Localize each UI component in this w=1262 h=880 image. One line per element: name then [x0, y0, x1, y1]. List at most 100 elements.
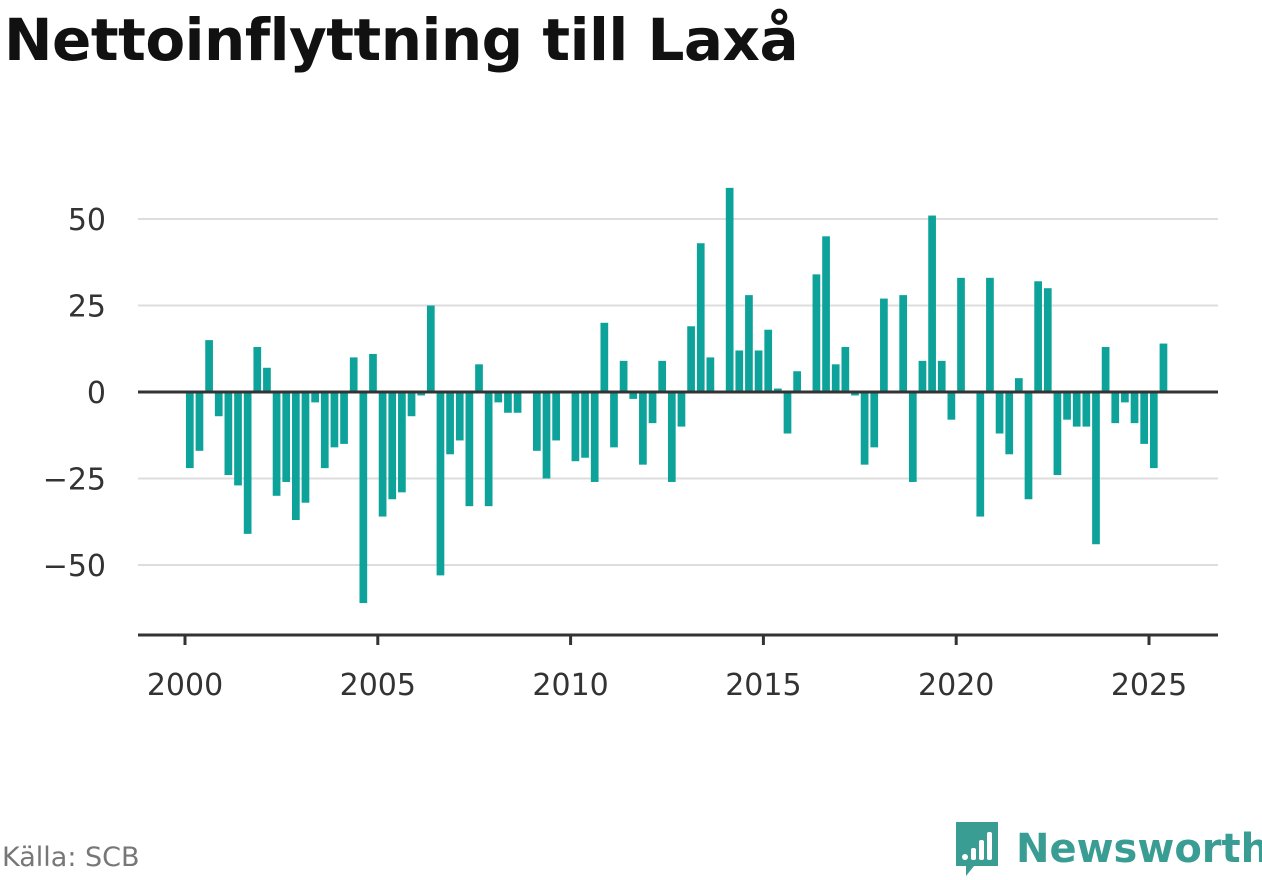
bar: [986, 277, 994, 392]
x-tick-label: 2015: [725, 668, 801, 703]
bar: [504, 392, 512, 413]
bar: [639, 392, 647, 465]
bar: [696, 243, 705, 392]
bar: [1140, 392, 1149, 444]
y-tick-label: 25: [68, 290, 106, 325]
bar: [812, 274, 821, 392]
bar: [1092, 392, 1100, 545]
bar: [263, 367, 271, 392]
bar: [253, 347, 262, 392]
bar: [571, 392, 580, 462]
bar: [311, 392, 319, 403]
bar: [407, 392, 416, 417]
bar: [320, 392, 329, 469]
bar: [735, 350, 744, 392]
bar: [195, 392, 204, 451]
bar: [1072, 392, 1081, 427]
bar: [552, 392, 560, 441]
bar: [831, 364, 840, 392]
bar: [446, 392, 454, 455]
bar: [754, 350, 763, 392]
bar: [214, 392, 223, 417]
bar: [388, 392, 397, 500]
brand-name: Newsworthy: [1016, 826, 1262, 872]
bar: [533, 392, 541, 451]
bar: [282, 392, 291, 482]
x-tick-label: 2000: [147, 668, 223, 703]
bar: [1063, 392, 1071, 420]
bar: [1111, 392, 1120, 424]
bar: [822, 236, 830, 392]
bar: [976, 392, 985, 517]
bar: [272, 392, 281, 496]
bar: [234, 392, 242, 486]
bar: [687, 326, 695, 392]
y-tick-label: 0: [87, 376, 106, 411]
bar: [706, 357, 715, 392]
bar: [398, 392, 406, 493]
bar: [1130, 392, 1139, 424]
bar: [1082, 392, 1091, 427]
bar: [243, 392, 252, 534]
bar: [426, 305, 435, 392]
bar: [590, 392, 599, 482]
bar: [937, 360, 946, 392]
bar: [648, 392, 657, 424]
bar: [1005, 392, 1014, 455]
bar: [436, 392, 445, 576]
bar: [494, 392, 503, 403]
bar: [205, 340, 213, 392]
bar: [658, 360, 667, 392]
bar: [928, 215, 936, 392]
y-tick-label: 50: [68, 203, 106, 238]
y-tick-label: −50: [43, 549, 106, 584]
x-tick-label: 2005: [340, 668, 416, 703]
bar: [1149, 392, 1158, 469]
bar: [513, 392, 522, 413]
bar: [629, 392, 638, 399]
bar: [957, 277, 965, 392]
bar: [774, 388, 782, 392]
bar: [783, 392, 792, 434]
bar: [292, 392, 300, 521]
bar: [542, 392, 551, 479]
bar: [455, 392, 464, 441]
bar: [1015, 378, 1023, 392]
bar: [330, 392, 339, 448]
brand-logo[interactable]: Newsworthy: [952, 818, 1262, 880]
bar: [1034, 281, 1042, 392]
bar: [1159, 343, 1168, 392]
bar: [841, 347, 850, 392]
x-tick-label: 2010: [532, 668, 608, 703]
bar: [359, 392, 368, 604]
bar: [1101, 347, 1110, 392]
bar: [851, 392, 859, 396]
x-axis: 2000 2005 2010 2015 2020 2025: [138, 633, 1218, 703]
y-axis-ticks: −50 −25 0 25 50: [43, 203, 106, 584]
bar: [899, 295, 908, 392]
bar: [995, 392, 1004, 434]
bar: [667, 392, 676, 482]
bar: [1024, 392, 1033, 500]
bar: [1053, 392, 1062, 476]
bar: [880, 298, 888, 392]
bar: [610, 392, 618, 448]
bar: [947, 392, 956, 420]
bar: [908, 392, 917, 482]
bar: [340, 392, 348, 444]
bar: [600, 322, 609, 392]
bar: [745, 295, 753, 392]
bar: [224, 392, 233, 476]
bar: [369, 353, 377, 392]
x-tick-label: 2020: [918, 668, 994, 703]
bar: [475, 364, 483, 392]
bar: [349, 357, 358, 392]
bar: [860, 392, 869, 465]
y-tick-label: −25: [43, 463, 106, 498]
bar-series: [185, 187, 1168, 604]
bar: [764, 329, 773, 392]
bar: [619, 360, 628, 392]
bar: [870, 392, 879, 448]
bar: [378, 392, 387, 517]
